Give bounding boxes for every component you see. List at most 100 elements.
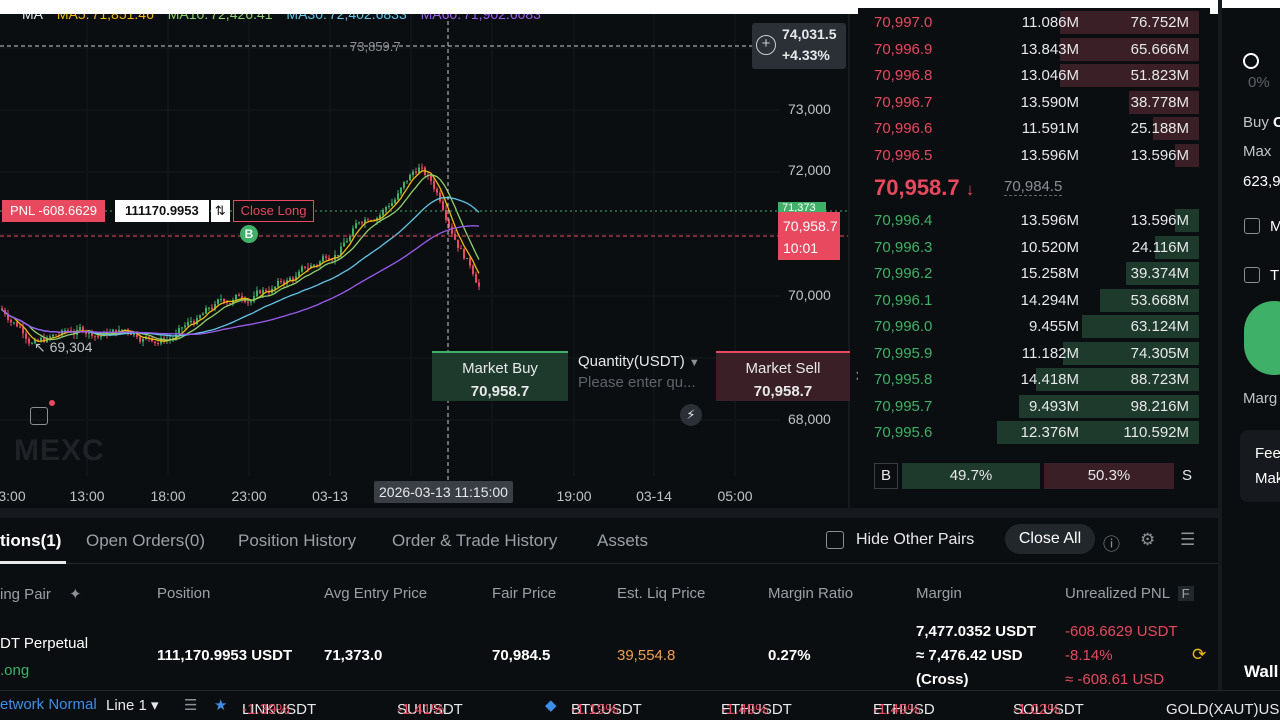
wallet-label: Wall [1244, 662, 1279, 681]
tab-positions[interactable]: tions(1) [0, 531, 62, 550]
candle-body [67, 330, 69, 332]
candle-body [301, 266, 303, 272]
candle-body [193, 321, 195, 325]
ticker-symbol: BTCUSDT [571, 701, 642, 718]
down-arrow-icon: ↓ [965, 180, 975, 199]
y-tick: 68,000 [788, 411, 831, 427]
menu-icon[interactable]: ☰ [1180, 530, 1196, 549]
quantity-field[interactable]: Quantity(USDT) ▼ Please enter qu... [568, 351, 716, 401]
candle-body [361, 222, 363, 224]
margin-usd: ≈ 7,476.42 USD [916, 647, 1023, 664]
ask-depth-bar [1129, 90, 1199, 114]
ask-row[interactable]: 70,997.0 11.086M 76.752M [858, 10, 1203, 36]
market-buy-button[interactable]: Market Buy 70,958.7 [432, 351, 568, 401]
tab-order-trade-history[interactable]: Order & Trade History [392, 531, 558, 550]
close-all-button[interactable]: Close All [1005, 524, 1095, 554]
candle-body [154, 341, 156, 344]
hide-other-pairs-checkbox[interactable] [826, 531, 844, 549]
low-price-value: 69,304 [49, 339, 93, 355]
candle-body [259, 290, 261, 294]
quantity-unit-select[interactable]: Quantity(USDT) ▼ [578, 353, 706, 370]
calendar-icon[interactable] [30, 400, 55, 425]
candle-body [184, 325, 186, 328]
bid-row[interactable]: 70,996.3 10.520M 24.116M [858, 235, 1203, 261]
ma5-label: MA5: [56, 14, 90, 22]
candle-body [241, 296, 243, 299]
bid-amount: 14.418M [1020, 371, 1079, 388]
close-long-button[interactable]: Close Long [232, 200, 315, 222]
option-checkbox-1[interactable] [1244, 218, 1260, 234]
col-trading-pair-label: ing Pair [0, 586, 51, 603]
position-line-bar[interactable]: PNL -608.6629 111170.9953 ⇅ Close Long [2, 200, 315, 222]
col-avg-entry: Avg Entry Price [324, 585, 428, 602]
add-alert-icon[interactable]: + [756, 35, 776, 55]
candle-body [229, 303, 231, 305]
ask-row[interactable]: 70,996.9 13.843M 65.666M [858, 37, 1203, 63]
bid-amount: 9.455M [1028, 318, 1079, 335]
ticker-change: -1.19% [571, 701, 619, 718]
ask-row[interactable]: 70,996.7 13.590M 38.778M [858, 90, 1203, 116]
candle-body [280, 280, 282, 282]
pin-icon[interactable]: ✦ [69, 586, 82, 603]
settings-sliders-icon[interactable]: ⚙ [1140, 530, 1156, 549]
margin-label: Marg [1243, 390, 1278, 407]
share-icon[interactable]: ⟳ [1192, 645, 1207, 664]
ask-price: 70,996.8 [874, 67, 933, 84]
ticker-bar: etwork Normal Line 1 ▾ ☰ ★ LINKUSDT -1.3… [0, 690, 1280, 720]
bid-row[interactable]: 70,995.8 14.418M 88.723M [858, 367, 1203, 393]
candle-body [91, 331, 93, 336]
high-price-label: 73,859.7 [350, 39, 401, 54]
ask-row[interactable]: 70,996.8 13.046M 51.823M [858, 63, 1203, 89]
candle-body [253, 296, 255, 302]
candle-body [319, 261, 321, 266]
ask-row[interactable]: 70,996.6 11.591M 25.188M [858, 116, 1203, 142]
open-long-button[interactable] [1244, 301, 1280, 375]
line-select[interactable]: Line 1 ▾ [106, 697, 159, 714]
hide-other-pairs-label[interactable]: Hide Other Pairs [856, 531, 975, 548]
list-icon[interactable]: ☰ [184, 697, 198, 714]
candle-body [439, 192, 441, 202]
option-checkbox-2[interactable] [1244, 267, 1260, 283]
drag-handle-icon[interactable] [418, 351, 432, 401]
bid-row[interactable]: 70,996.2 15.258M 39.374M [858, 261, 1203, 287]
bid-price: 70,995.9 [874, 344, 933, 362]
ask-amount: 13.590M [1020, 93, 1079, 111]
pnl-percent: -8.14% [1065, 647, 1113, 664]
tab-assets[interactable]: Assets [597, 531, 649, 550]
ask-depth-bar [1175, 143, 1199, 167]
slider-handle[interactable] [1243, 53, 1259, 69]
mexc-watermark: MEXC [14, 434, 105, 467]
candle-body [403, 181, 405, 188]
ma5-value: 71,851.46 [91, 14, 154, 22]
bid-row[interactable]: 70,996.4 13.596M 13.596M [858, 208, 1203, 234]
bid-price: 70,996.1 [874, 291, 933, 309]
bid-row[interactable]: 70,996.0 9.455M 63.124M [858, 314, 1203, 340]
market-sell-button[interactable]: Market Sell 70,958.7 [716, 351, 850, 401]
position-qty-label: 111170.9953 [114, 200, 209, 222]
pair-name[interactable]: DT Perpetual [0, 635, 89, 652]
candle-body [262, 289, 264, 294]
candle-body [331, 259, 333, 261]
candle-body [397, 193, 399, 200]
bid-depth-bar [1082, 315, 1199, 338]
bid-row[interactable]: 70,996.1 14.294M 53.668M [858, 288, 1203, 314]
candle-body [445, 210, 447, 220]
moving-average-line [1, 170, 480, 342]
lightning-icon[interactable]: ⚡ [680, 404, 702, 426]
quantity-input[interactable]: Please enter qu... [578, 374, 696, 391]
ask-row[interactable]: 70,996.5 13.596M 13.596M [858, 143, 1203, 169]
tab-position-history[interactable]: Position History [238, 531, 357, 550]
ask-total: 38.778M [1130, 93, 1189, 111]
star-icon[interactable]: ★ [214, 697, 228, 714]
bid-row[interactable]: 70,995.7 9.493M 98.216M [858, 394, 1203, 420]
info-icon[interactable]: ⓘ [1103, 535, 1120, 554]
reverse-icon[interactable]: ⇅ [210, 200, 230, 222]
candle-body [142, 338, 144, 342]
buy-label: Buy C [1243, 114, 1280, 131]
bid-price: 70,995.8 [874, 371, 933, 388]
crosshair-price-box[interactable]: + 74,031.5 +4.33% [752, 23, 846, 69]
bid-row[interactable]: 70,995.6 12.376M 110.592M [858, 420, 1203, 446]
bid-row[interactable]: 70,995.9 11.182M 74.305M [858, 341, 1203, 367]
tab-open-orders[interactable]: Open Orders(0) [86, 531, 206, 550]
price-chart[interactable]: MA MA5: 71,851.46 MA10: 72,426.41 MA30: 72,… [0, 14, 850, 510]
